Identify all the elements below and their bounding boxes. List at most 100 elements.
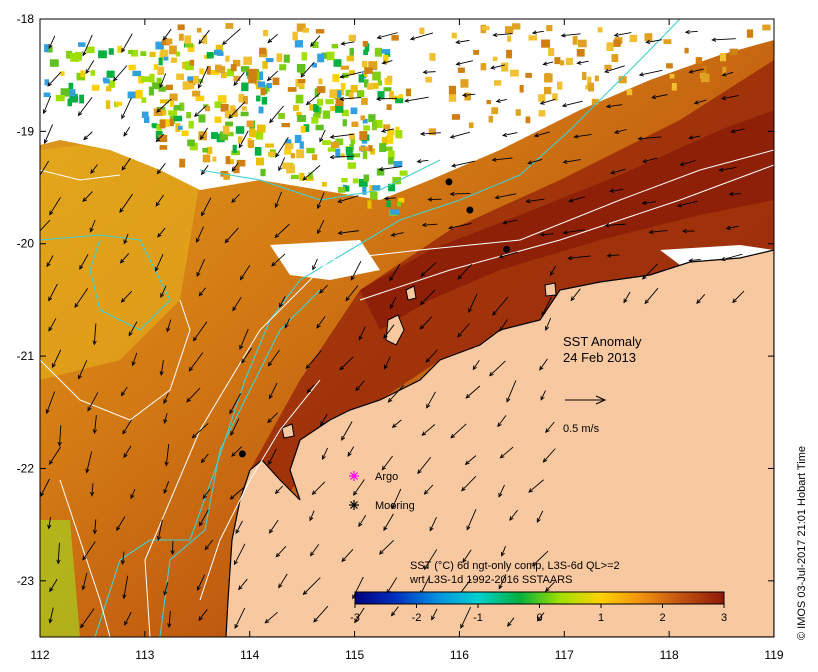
speckle-pixel [538,110,546,117]
current-arrow [78,360,88,380]
current-arrow [278,573,288,589]
speckle-pixel [226,68,235,77]
current-arrow [82,541,96,561]
current-arrow [641,200,657,206]
current-arrow [509,509,518,521]
speckle-pixel [505,26,514,34]
speckle-pixel [363,125,370,131]
current-arrow [87,392,99,412]
current-arrow [279,296,286,308]
speckle-pixel [148,86,154,96]
speckle-pixel [370,148,376,155]
current-arrow [316,192,325,210]
current-arrow [77,97,93,117]
current-arrow [391,488,402,510]
speckle-pixel [299,172,305,181]
speckle-pixel [486,100,491,105]
current-arrow [231,194,240,204]
current-arrow [160,285,167,299]
current-arrow [423,549,438,571]
current-arrow [121,97,132,120]
current-arrow [120,386,128,397]
current-arrow [49,197,61,216]
current-arrow [542,448,556,463]
speckle-pixel [292,31,298,41]
current-arrow [264,611,278,624]
speckle-pixel [285,139,292,148]
speckle-pixel [106,70,115,78]
speckle-pixel [258,71,264,81]
speckle-pixel [202,154,211,163]
speckle-pixel [284,143,294,150]
speckle-pixel [297,79,306,84]
cloud-mask-gap [270,240,380,280]
speckle-pixel [352,153,361,158]
speckle-pixel [519,85,524,93]
speckle-pixel [135,89,143,99]
speckle-pixel [144,116,150,123]
speckle-pixel [492,56,498,62]
speckle-pixel [377,91,385,100]
speckle-pixel [515,109,521,116]
speckle-pixel [386,104,392,110]
colorbar-ticks: -3 -2 -1 0 1 2 3 [350,604,727,624]
current-arrow [502,219,518,225]
current-arrow [466,508,477,531]
speckle-pixel [186,112,192,119]
current-arrow [492,296,509,316]
speckle-pixel [340,65,349,70]
speckle-pixel [262,61,268,69]
current-arrow [229,486,245,500]
speckle-pixel [345,185,350,192]
speckle-pixel [149,73,155,83]
current-arrow [457,323,470,338]
speckle-pixel [300,125,306,133]
current-arrow [353,479,365,496]
current-arrow [274,191,282,209]
speckle-pixel [178,125,183,130]
current-arrow [40,219,51,232]
current-arrow [275,545,287,558]
speckle-pixel [272,77,280,86]
speckle-pixel [235,126,245,134]
speckle-pixel [66,50,73,59]
current-arrow [539,358,548,371]
current-arrow [642,157,658,163]
x-tick-label: 112 [30,648,49,662]
speckle-pixel [258,81,266,88]
current-arrow [48,35,56,49]
speckle-pixel [746,29,754,38]
speckle-pixel [241,106,247,111]
speckle-pixel [103,78,110,84]
current-arrow [383,324,395,339]
current-arrow [461,92,476,98]
current-arrow [613,32,632,38]
speckle-pixel [335,148,341,158]
current-arrow [536,612,545,622]
speckle-pixel [128,49,133,55]
current-arrow [156,98,172,113]
speckle-pixel [341,109,349,117]
legend-argo: Argo [349,471,398,483]
current-arrow [576,60,589,65]
speckle-pixel [241,82,249,92]
speckle-pixel [506,49,513,59]
current-arrow [82,191,93,203]
current-arrow [337,230,360,236]
speckle-pixel [246,120,254,128]
current-arrow [531,30,544,35]
speckle-pixel [348,92,354,100]
speckle-pixel [322,182,327,187]
speckle-pixel [278,112,285,120]
speckle-pixel [451,114,460,120]
speckle-pixel [46,46,53,53]
speckle-pixel [141,111,149,118]
hot-anomaly-core [360,110,774,330]
speckle-pixel [425,76,433,83]
current-arrow [311,481,326,496]
current-arrow [389,296,397,310]
speckle-pixel [357,90,365,98]
speckle-pixel [219,131,228,141]
speckle-pixel [214,101,222,109]
current-arrow [422,69,436,75]
